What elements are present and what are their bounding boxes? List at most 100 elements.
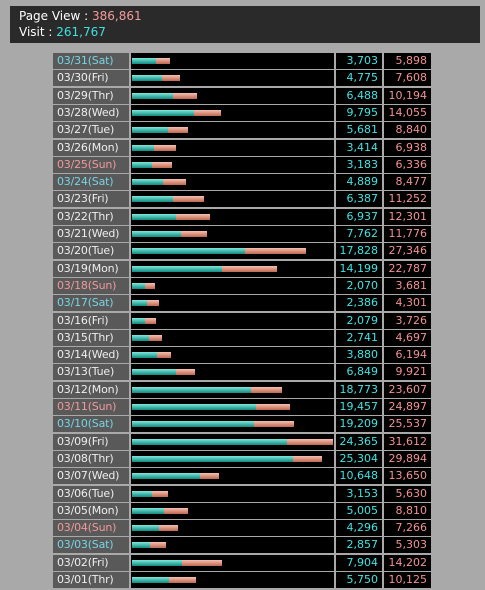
bar-cell	[131, 329, 334, 346]
weekday-text: (Thr)	[87, 330, 114, 344]
visit-bar	[132, 577, 169, 583]
visit-bar	[132, 109, 195, 116]
date-label: 03/29(Thr)	[53, 87, 129, 104]
visit-count: 2,386	[336, 295, 382, 312]
date-label: 03/09(Fri)	[53, 433, 129, 450]
date-text: 03/23	[57, 192, 88, 206]
bar-cell	[131, 53, 334, 69]
weekday-text: (Wed)	[87, 105, 120, 119]
weekday-text: (Sun)	[87, 157, 117, 171]
date-text: 03/12	[57, 382, 88, 396]
date-text: 03/19	[57, 261, 88, 275]
visit-bar	[132, 75, 163, 82]
visit-count: 9,795	[336, 104, 382, 121]
page-view-value: 386,861	[92, 9, 142, 23]
bar-cell	[131, 364, 334, 381]
bar-cell	[131, 520, 334, 537]
date-label: 03/23(Fri)	[53, 191, 129, 208]
date-label: 03/06(Tue)	[53, 485, 129, 502]
bar-cell	[131, 312, 334, 329]
visit-bar	[132, 231, 182, 237]
visit-count: 2,741	[336, 329, 382, 346]
visit-bar	[132, 490, 152, 497]
visit-bar	[132, 438, 287, 445]
date-label: 03/15(Thr)	[53, 329, 129, 346]
bar-cell	[131, 399, 334, 415]
page-view-count: 5,898	[384, 53, 431, 69]
visit-count: 6,488	[336, 87, 382, 104]
date-label: 03/21(Wed)	[53, 226, 129, 242]
bar-cell	[131, 87, 334, 104]
visit-bar	[132, 473, 200, 480]
page-view-count: 27,346	[384, 243, 431, 260]
visit-bar	[132, 161, 153, 168]
weekday-text: (Fri)	[87, 313, 109, 327]
visit-count: 3,880	[336, 347, 382, 364]
page-view-count: 6,194	[384, 347, 431, 364]
date-label: 03/04(Sun)	[53, 520, 129, 537]
date-text: 03/04	[57, 521, 88, 535]
bar-cell	[131, 537, 334, 554]
date-label: 03/17(Sat)	[53, 295, 129, 312]
date-text: 03/11	[57, 400, 88, 413]
visit-count: 25,304	[336, 450, 382, 467]
page-view-count: 7,608	[384, 70, 431, 87]
visit-count: 3,183	[336, 156, 382, 173]
visit-count: 3,153	[336, 485, 382, 502]
bar-cell	[131, 260, 334, 277]
weekday-text: (Thr)	[87, 209, 114, 223]
weekday-text: (Sun)	[87, 521, 117, 535]
weekday-text: (Sat)	[87, 175, 114, 189]
weekday-text: (Wed)	[87, 469, 120, 483]
date-text: 03/26	[57, 140, 88, 154]
date-label: 03/05(Mon)	[53, 502, 129, 519]
date-label: 03/26(Mon)	[53, 139, 129, 156]
visit-bar	[132, 196, 173, 203]
visit-bar	[132, 317, 146, 324]
page-view-count: 3,726	[384, 312, 431, 329]
page-view-count: 3,681	[384, 277, 431, 294]
visit-count: 3,414	[336, 139, 382, 156]
visit-bar	[132, 127, 169, 134]
date-label: 03/28(Wed)	[53, 104, 129, 121]
date-label: 03/07(Wed)	[53, 468, 129, 485]
weekday-text: (Mon)	[87, 140, 119, 154]
date-text: 03/25	[57, 157, 88, 171]
weekday-text: (Sun)	[87, 278, 117, 292]
date-text: 03/10	[57, 417, 88, 431]
page-view-count: 31,612	[384, 433, 431, 450]
bar-cell	[131, 347, 334, 364]
date-text: 03/15	[57, 330, 88, 344]
page-view-count: 12,301	[384, 208, 431, 225]
weekday-text: (Sun)	[87, 400, 117, 413]
bar-cell	[131, 277, 334, 294]
visit-value: 261,767	[56, 25, 106, 39]
date-label: 03/20(Tue)	[53, 243, 129, 260]
visit-count: 6,937	[336, 208, 382, 225]
bar-cell	[131, 156, 334, 173]
bar-cell	[131, 104, 334, 121]
date-text: 03/01	[57, 573, 88, 586]
page-view-bar	[132, 144, 177, 151]
page-view-count: 7,266	[384, 520, 431, 537]
weekday-text: (Mon)	[87, 382, 119, 396]
weekday-text: (Sat)	[87, 538, 114, 552]
page-view-count: 8,840	[384, 122, 431, 139]
visit-bar	[132, 179, 164, 186]
visit-count: 4,889	[336, 174, 382, 191]
page-view-count: 10,125	[384, 572, 431, 588]
page-view-count: 6,938	[384, 139, 431, 156]
bar-cell	[131, 416, 334, 433]
date-label: 03/12(Mon)	[53, 381, 129, 398]
bar-cell	[131, 122, 334, 139]
weekday-text: (Mon)	[87, 503, 119, 517]
bar-cell	[131, 174, 334, 191]
date-text: 03/03	[57, 538, 88, 552]
visit-count: 14,199	[336, 260, 382, 277]
visit-count: 6,849	[336, 364, 382, 381]
weekday-text: (Fri)	[87, 555, 109, 569]
bar-cell	[131, 139, 334, 156]
date-label: 03/02(Fri)	[53, 554, 129, 571]
page-view-count: 11,776	[384, 226, 431, 242]
visit-count: 2,079	[336, 312, 382, 329]
